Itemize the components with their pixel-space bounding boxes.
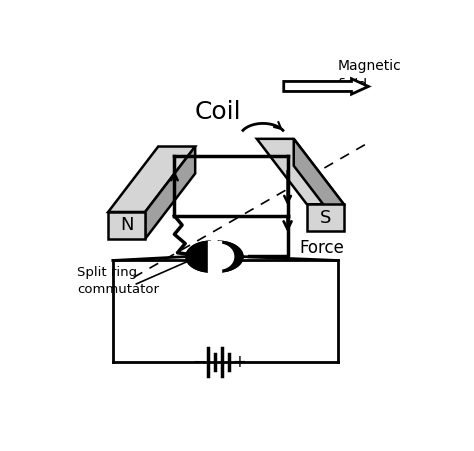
Polygon shape [307,204,344,231]
Text: Split ring
commutator: Split ring commutator [77,266,159,296]
Polygon shape [219,241,243,272]
Text: S: S [319,209,331,227]
Text: N: N [120,216,133,234]
Polygon shape [108,147,195,212]
Polygon shape [186,241,210,272]
Polygon shape [294,139,344,231]
Text: Coil: Coil [195,100,242,124]
Polygon shape [257,139,344,204]
Polygon shape [145,147,195,239]
Polygon shape [220,244,234,269]
Polygon shape [108,212,145,239]
Text: Magnetic
field: Magnetic field [337,60,401,92]
Text: +: + [232,353,246,371]
Text: −: − [192,353,206,371]
Text: Force: Force [299,239,344,257]
Polygon shape [208,241,221,272]
FancyArrow shape [284,79,368,94]
